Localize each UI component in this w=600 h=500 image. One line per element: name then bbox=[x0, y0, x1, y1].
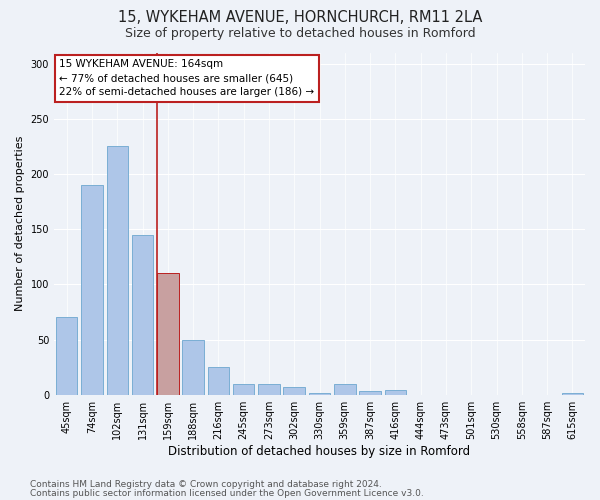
Bar bbox=[56, 318, 77, 394]
Text: 15, WYKEHAM AVENUE, HORNCHURCH, RM11 2LA: 15, WYKEHAM AVENUE, HORNCHURCH, RM11 2LA bbox=[118, 10, 482, 25]
Bar bbox=[233, 384, 254, 394]
Text: Contains public sector information licensed under the Open Government Licence v3: Contains public sector information licen… bbox=[30, 489, 424, 498]
X-axis label: Distribution of detached houses by size in Romford: Distribution of detached houses by size … bbox=[169, 444, 470, 458]
Bar bbox=[132, 234, 153, 394]
Text: Size of property relative to detached houses in Romford: Size of property relative to detached ho… bbox=[125, 28, 475, 40]
Text: 15 WYKEHAM AVENUE: 164sqm
← 77% of detached houses are smaller (645)
22% of semi: 15 WYKEHAM AVENUE: 164sqm ← 77% of detac… bbox=[59, 60, 314, 98]
Bar bbox=[258, 384, 280, 394]
Bar bbox=[157, 274, 179, 394]
Text: Contains HM Land Registry data © Crown copyright and database right 2024.: Contains HM Land Registry data © Crown c… bbox=[30, 480, 382, 489]
Bar bbox=[182, 340, 204, 394]
Bar bbox=[359, 392, 381, 394]
Bar bbox=[81, 185, 103, 394]
Bar bbox=[309, 392, 330, 394]
Y-axis label: Number of detached properties: Number of detached properties bbox=[15, 136, 25, 312]
Bar bbox=[385, 390, 406, 394]
Bar bbox=[334, 384, 356, 394]
Bar bbox=[208, 367, 229, 394]
Bar bbox=[107, 146, 128, 394]
Bar bbox=[283, 387, 305, 394]
Bar bbox=[562, 392, 583, 394]
